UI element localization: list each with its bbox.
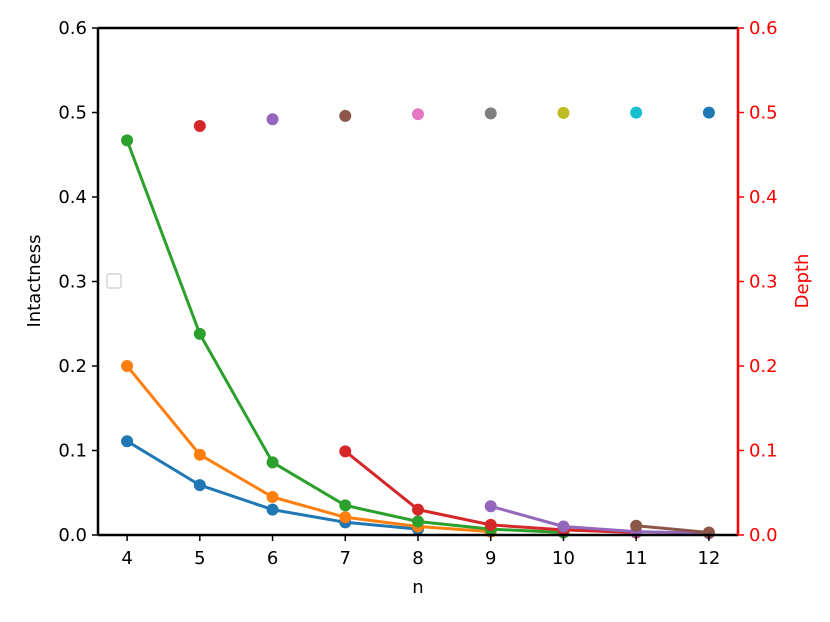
series-point-1-1: [193, 448, 206, 461]
series-point-2-0: [121, 134, 134, 147]
x-tick-label-0: 4: [121, 548, 132, 569]
series-point-0-2: [266, 503, 279, 516]
depth-point-3: [412, 108, 424, 121]
y2-tick-label-1: 0.1: [749, 441, 778, 462]
y2-tick-label-4: 0.4: [749, 187, 778, 208]
y-tick-label-4: 0.4: [58, 187, 87, 208]
series-point-2-2: [266, 456, 279, 469]
x-tick-label-3: 7: [340, 548, 351, 569]
depth-point-2: [339, 109, 352, 122]
legend-box: [106, 273, 122, 289]
y-tick-label-0: 0.0: [58, 525, 87, 546]
series-point-1-2: [266, 490, 279, 503]
series-point-3-2: [484, 518, 497, 531]
series-point-0-0: [121, 435, 134, 448]
x-tick-label-1: 5: [194, 548, 205, 569]
y-tick-label-1: 0.1: [58, 441, 87, 462]
y2-axis-label: Depth: [792, 254, 813, 309]
x-tick-label-8: 12: [697, 548, 720, 569]
x-tick-label-5: 9: [485, 548, 496, 569]
y-tick-label-6: 0.6: [58, 18, 87, 39]
y2-tick-label-6: 0.6: [749, 18, 778, 39]
series-point-1-0: [121, 360, 134, 372]
depth-point-7: [702, 106, 715, 119]
series-line-4: [489, 504, 711, 535]
x-tick-label-7: 11: [625, 548, 648, 569]
y2-tick-label-5: 0.5: [749, 103, 778, 124]
y2-tick-label-3: 0.3: [749, 272, 778, 293]
depth-point-4: [484, 107, 497, 120]
series-point-2-3: [339, 499, 352, 512]
x-tick-label-2: 6: [267, 548, 278, 569]
axes: 4 5 6 7 8 9 10 11 12 0.0 0.1 0.2 0.3 0.4 0.5 0.6 0.0 0.1 0…: [58, 18, 777, 569]
depth-point-1: [266, 113, 279, 126]
series-point-5-0: [630, 519, 643, 532]
depth-point-0: [193, 120, 206, 133]
series-point-2-4: [412, 515, 424, 528]
x-tick-label-6: 10: [552, 548, 575, 569]
series-point-0-1: [193, 479, 206, 492]
x-axis-label: n: [412, 577, 423, 598]
series-point-2-1: [193, 327, 206, 340]
y-tick-label-2: 0.2: [58, 356, 87, 377]
series-point-4-1: [557, 520, 570, 533]
series-point-4-0: [484, 500, 497, 513]
y-tick-label-5: 0.5: [58, 103, 87, 124]
y2-tick-label-0: 0.0: [749, 525, 778, 546]
series-line-5: [634, 524, 711, 534]
series-point-3-0: [339, 445, 352, 458]
series-line-1: [125, 364, 493, 534]
y2-tick-label-2: 0.2: [749, 356, 778, 377]
series-point-1-3: [339, 511, 352, 524]
depth-point-5: [557, 106, 570, 119]
x-tick-label-4: 8: [412, 548, 423, 569]
y-tick-label-3: 0.3: [58, 272, 87, 293]
y-axis-label: Intactness: [24, 235, 45, 328]
depth-point-6: [630, 106, 643, 119]
series-point-3-1: [412, 503, 424, 516]
